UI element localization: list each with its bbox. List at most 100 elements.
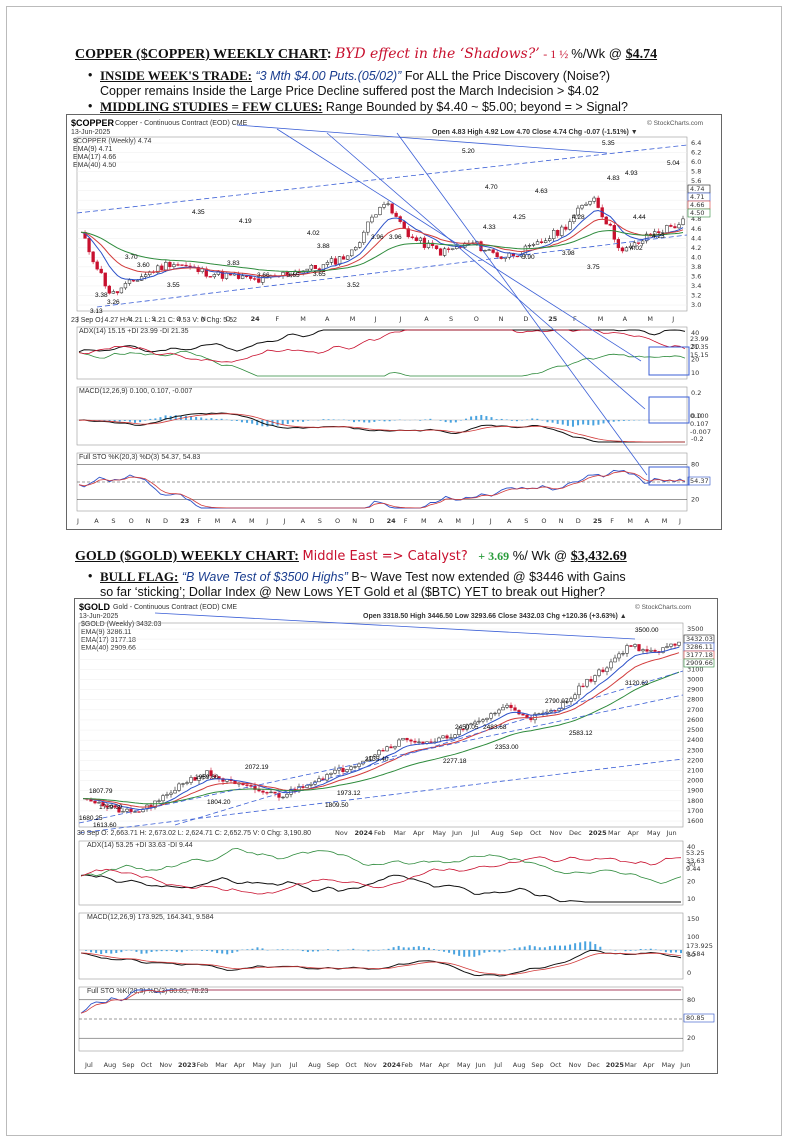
- macd-histogram-bar: [363, 420, 366, 423]
- y-tick-label: 2300: [687, 746, 704, 754]
- y-tick-label: 4.8: [691, 215, 701, 223]
- candle-body: [633, 644, 637, 647]
- x-tick-label: J: [671, 315, 674, 323]
- x-tick-label: Oct: [345, 1061, 357, 1069]
- price-tag-label: 3177.18: [686, 651, 713, 659]
- candle-body: [409, 739, 413, 742]
- candle-body: [366, 221, 370, 233]
- macd-tick-label: -0.2: [691, 435, 704, 443]
- x-tick-label: Jul: [471, 829, 480, 837]
- gold-symbol: $GOLD: [79, 602, 111, 612]
- price-annotation: 2072.19: [245, 764, 269, 771]
- candle-body: [245, 275, 249, 277]
- x-tick-label: D: [226, 315, 231, 323]
- macd-histogram-bar: [220, 418, 223, 420]
- highlight-box: [648, 346, 690, 376]
- candle-body: [451, 248, 455, 250]
- macd-histogram-bar: [459, 420, 462, 421]
- x-tick-label: J: [489, 517, 492, 525]
- x-tick-label: 24: [387, 517, 397, 525]
- x-tick-label: Sep: [327, 1061, 339, 1069]
- candle-body: [378, 207, 382, 215]
- candle-body: [501, 706, 505, 711]
- candle-body: [653, 231, 657, 237]
- price-annotation: 4.35: [192, 209, 205, 216]
- macd-histogram-bar: [548, 946, 551, 950]
- candle-body: [461, 728, 465, 731]
- macd-histogram-bar: [493, 950, 496, 952]
- x-tick-label: Aug: [104, 1061, 117, 1069]
- macd-histogram-bar: [571, 420, 574, 427]
- macd-histogram-bar: [103, 420, 106, 421]
- y-tick-label: 6.0: [691, 158, 701, 166]
- candle-body: [521, 713, 525, 716]
- copper-heading: COPPER ($COPPER) WEEKLY CHART: BYD effec…: [75, 46, 657, 63]
- macd-histogram-bar: [286, 420, 289, 424]
- x-tick-label: Dec: [569, 829, 582, 837]
- x-tick-label: Nov: [550, 829, 563, 837]
- price-annotation: 3.26: [107, 299, 120, 306]
- price-annotation: 2483.68: [483, 724, 507, 731]
- x-tick-label: A: [127, 315, 132, 323]
- x-tick-label: A: [645, 517, 650, 525]
- gold-watermark: © StockCharts.com: [635, 603, 691, 611]
- candle-body: [568, 221, 572, 230]
- macd-histogram-bar: [437, 950, 440, 951]
- macd-histogram-bar: [113, 420, 116, 422]
- price-tag-label: 4.66: [690, 201, 704, 209]
- candle-body: [601, 669, 605, 672]
- candle-body: [249, 276, 253, 279]
- candle-body: [589, 679, 593, 682]
- candle-body: [657, 231, 661, 233]
- candle-body: [381, 750, 385, 752]
- x-tick-label: F: [275, 315, 279, 323]
- ema-9-line: [82, 646, 680, 811]
- x-tick-label: N: [559, 517, 564, 525]
- candle-body: [573, 694, 577, 699]
- candle-body: [620, 247, 625, 252]
- highlight-box: [648, 396, 690, 424]
- macd-histogram-bar: [412, 946, 415, 950]
- macd-histogram-bar: [480, 414, 483, 420]
- candle-body: [393, 746, 397, 749]
- macd-histogram-bar: [165, 950, 168, 952]
- macd-histogram-bar: [327, 419, 330, 420]
- candle-body: [609, 661, 613, 669]
- candle-body: [473, 721, 477, 725]
- candle-body: [209, 770, 213, 777]
- x-tick-label: 2025: [606, 1061, 625, 1069]
- candle-body: [253, 278, 257, 280]
- candle-body: [265, 792, 269, 794]
- x-tick-label: Jul: [493, 1061, 502, 1069]
- x-tick-label: Apr: [234, 1061, 246, 1069]
- x-tick-label: J: [398, 315, 401, 323]
- macd-histogram-bar: [296, 420, 299, 422]
- price-annotation: 1809.50: [325, 802, 349, 809]
- sto-tag: [687, 476, 711, 486]
- gold-bullet-1-line2: so far ‘sticking’; Dollar Index @ New Lo…: [100, 585, 606, 599]
- macd-histogram-bar: [251, 948, 254, 950]
- price-annotation: 3.65: [313, 271, 326, 278]
- candle-body: [625, 645, 629, 654]
- candle-body: [515, 255, 519, 258]
- y-tick-label: 2800: [687, 696, 704, 704]
- macd-histogram-bar: [115, 950, 118, 953]
- candle-body: [509, 704, 513, 708]
- candle-body: [113, 805, 117, 808]
- macd-histogram-bar: [634, 950, 637, 951]
- x-tick-label: Jul: [289, 1061, 298, 1069]
- macd-histogram-bar: [627, 420, 630, 421]
- macd-histogram-bar: [256, 947, 259, 950]
- y-tick-label: 3500: [687, 625, 704, 633]
- y-tick-label: 4.0: [691, 253, 701, 261]
- macd-histogram-bar: [105, 950, 108, 954]
- candle-body: [129, 808, 133, 813]
- candle-body: [612, 225, 616, 240]
- macd-histogram-bar: [383, 420, 386, 422]
- candle-body: [325, 262, 330, 265]
- y-tick-label: 1800: [687, 797, 704, 805]
- macd-histogram-bar: [624, 950, 627, 952]
- candle-body: [669, 225, 673, 227]
- candle-body: [212, 274, 216, 278]
- candle-body: [584, 203, 588, 206]
